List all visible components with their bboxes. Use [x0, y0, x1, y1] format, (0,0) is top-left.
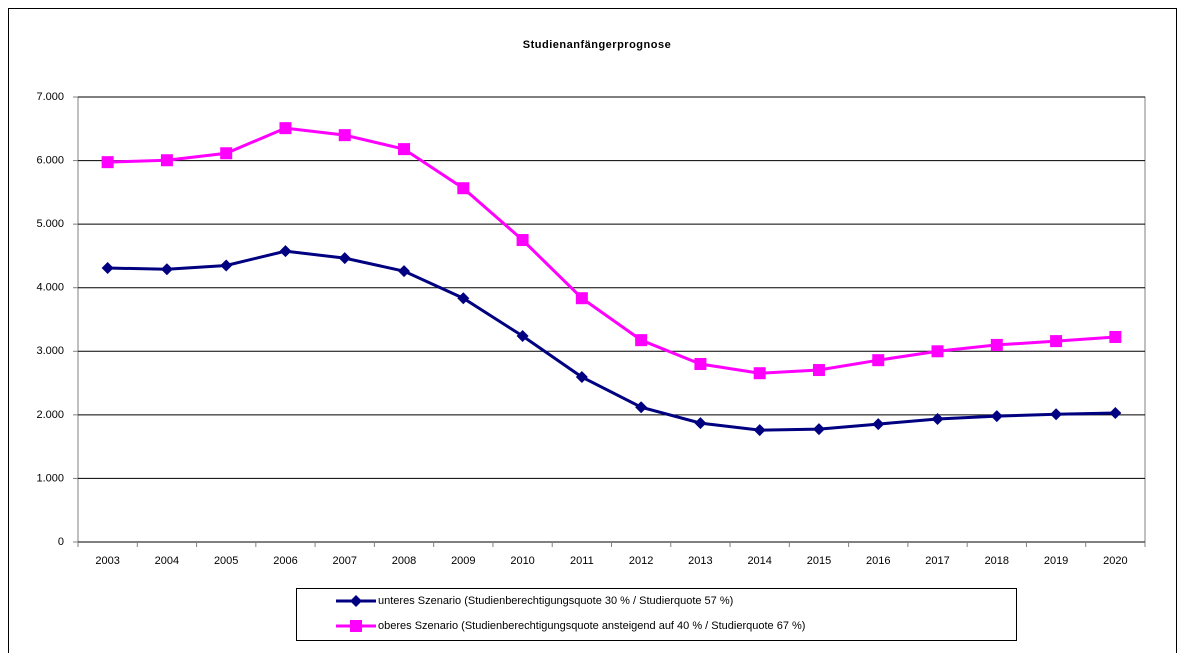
data-point: [694, 358, 707, 370]
legend-label: unteres Szenario (Studienberechtigungsqu…: [378, 595, 733, 607]
data-point: [931, 412, 944, 425]
data-point: [753, 367, 766, 380]
x-tick-label: 2018: [985, 555, 1009, 567]
x-tick-label: 2016: [866, 555, 890, 567]
data-point: [220, 259, 233, 272]
series-line: [107, 249, 1116, 432]
data-point: [398, 265, 411, 278]
data-point: [812, 364, 825, 377]
x-tick-label: 2017: [925, 555, 949, 567]
data-point: [635, 401, 648, 414]
x-tick-label: 2013: [688, 555, 712, 567]
data-point: [279, 245, 292, 258]
x-tick-label: 2004: [155, 555, 179, 567]
data-point: [635, 334, 648, 347]
data-point: [1109, 330, 1122, 343]
data-point: [872, 418, 885, 431]
data-point: [1050, 408, 1063, 421]
x-tick-label: 2012: [629, 555, 653, 567]
y-tick-label: 3.000: [36, 345, 64, 357]
x-tick-label: 2015: [807, 555, 831, 567]
x-tick-label: 2020: [1103, 555, 1127, 567]
legend-box: [296, 588, 1017, 641]
data-point: [990, 410, 1003, 423]
data-point: [457, 292, 470, 305]
x-tick-label: 2006: [273, 555, 297, 567]
x-tick-label: 2008: [392, 555, 416, 567]
y-tick-label: 7.000: [36, 91, 64, 103]
data-point: [516, 234, 529, 247]
y-tick-label: 2.000: [36, 409, 64, 421]
data-point: [516, 330, 529, 343]
data-point: [101, 262, 114, 275]
chart-title: Studienanfängerprognose: [523, 39, 671, 51]
data-point: [160, 263, 173, 276]
x-tick-label: 2014: [747, 555, 771, 567]
data-point: [872, 354, 885, 367]
data-point: [338, 129, 351, 142]
data-point: [398, 143, 411, 156]
x-tick-label: 2009: [451, 555, 475, 567]
y-tick-label: 0: [58, 536, 64, 548]
data-point: [457, 182, 470, 195]
x-tick-label: 2005: [214, 555, 238, 567]
legend-marker: [350, 595, 362, 607]
y-tick-label: 1.000: [36, 472, 64, 484]
data-point: [694, 417, 707, 430]
legend-label: oberes Szenario (Studienberechtigungsquo…: [378, 620, 805, 632]
x-tick-label: 2007: [333, 555, 357, 567]
data-point: [338, 252, 351, 265]
data-point: [812, 423, 825, 436]
x-tick-label: 2003: [95, 555, 119, 567]
data-point: [1050, 335, 1063, 348]
data-point: [1109, 406, 1122, 419]
data-point: [279, 122, 292, 135]
legend-marker: [350, 620, 362, 632]
y-tick-label: 4.000: [36, 282, 64, 294]
data-point: [220, 147, 233, 160]
y-tick-label: 5.000: [36, 218, 64, 230]
data-point: [931, 345, 944, 358]
y-tick-label: 6.000: [36, 154, 64, 166]
x-tick-label: 2011: [570, 555, 594, 567]
data-point: [160, 154, 173, 167]
data-point: [990, 338, 1003, 351]
data-point: [101, 156, 114, 169]
x-tick-label: 2019: [1044, 555, 1068, 567]
data-point: [753, 424, 766, 437]
data-point: [575, 371, 588, 384]
x-tick-label: 2010: [510, 555, 534, 567]
series-line: [107, 126, 1116, 375]
data-point: [575, 292, 588, 305]
